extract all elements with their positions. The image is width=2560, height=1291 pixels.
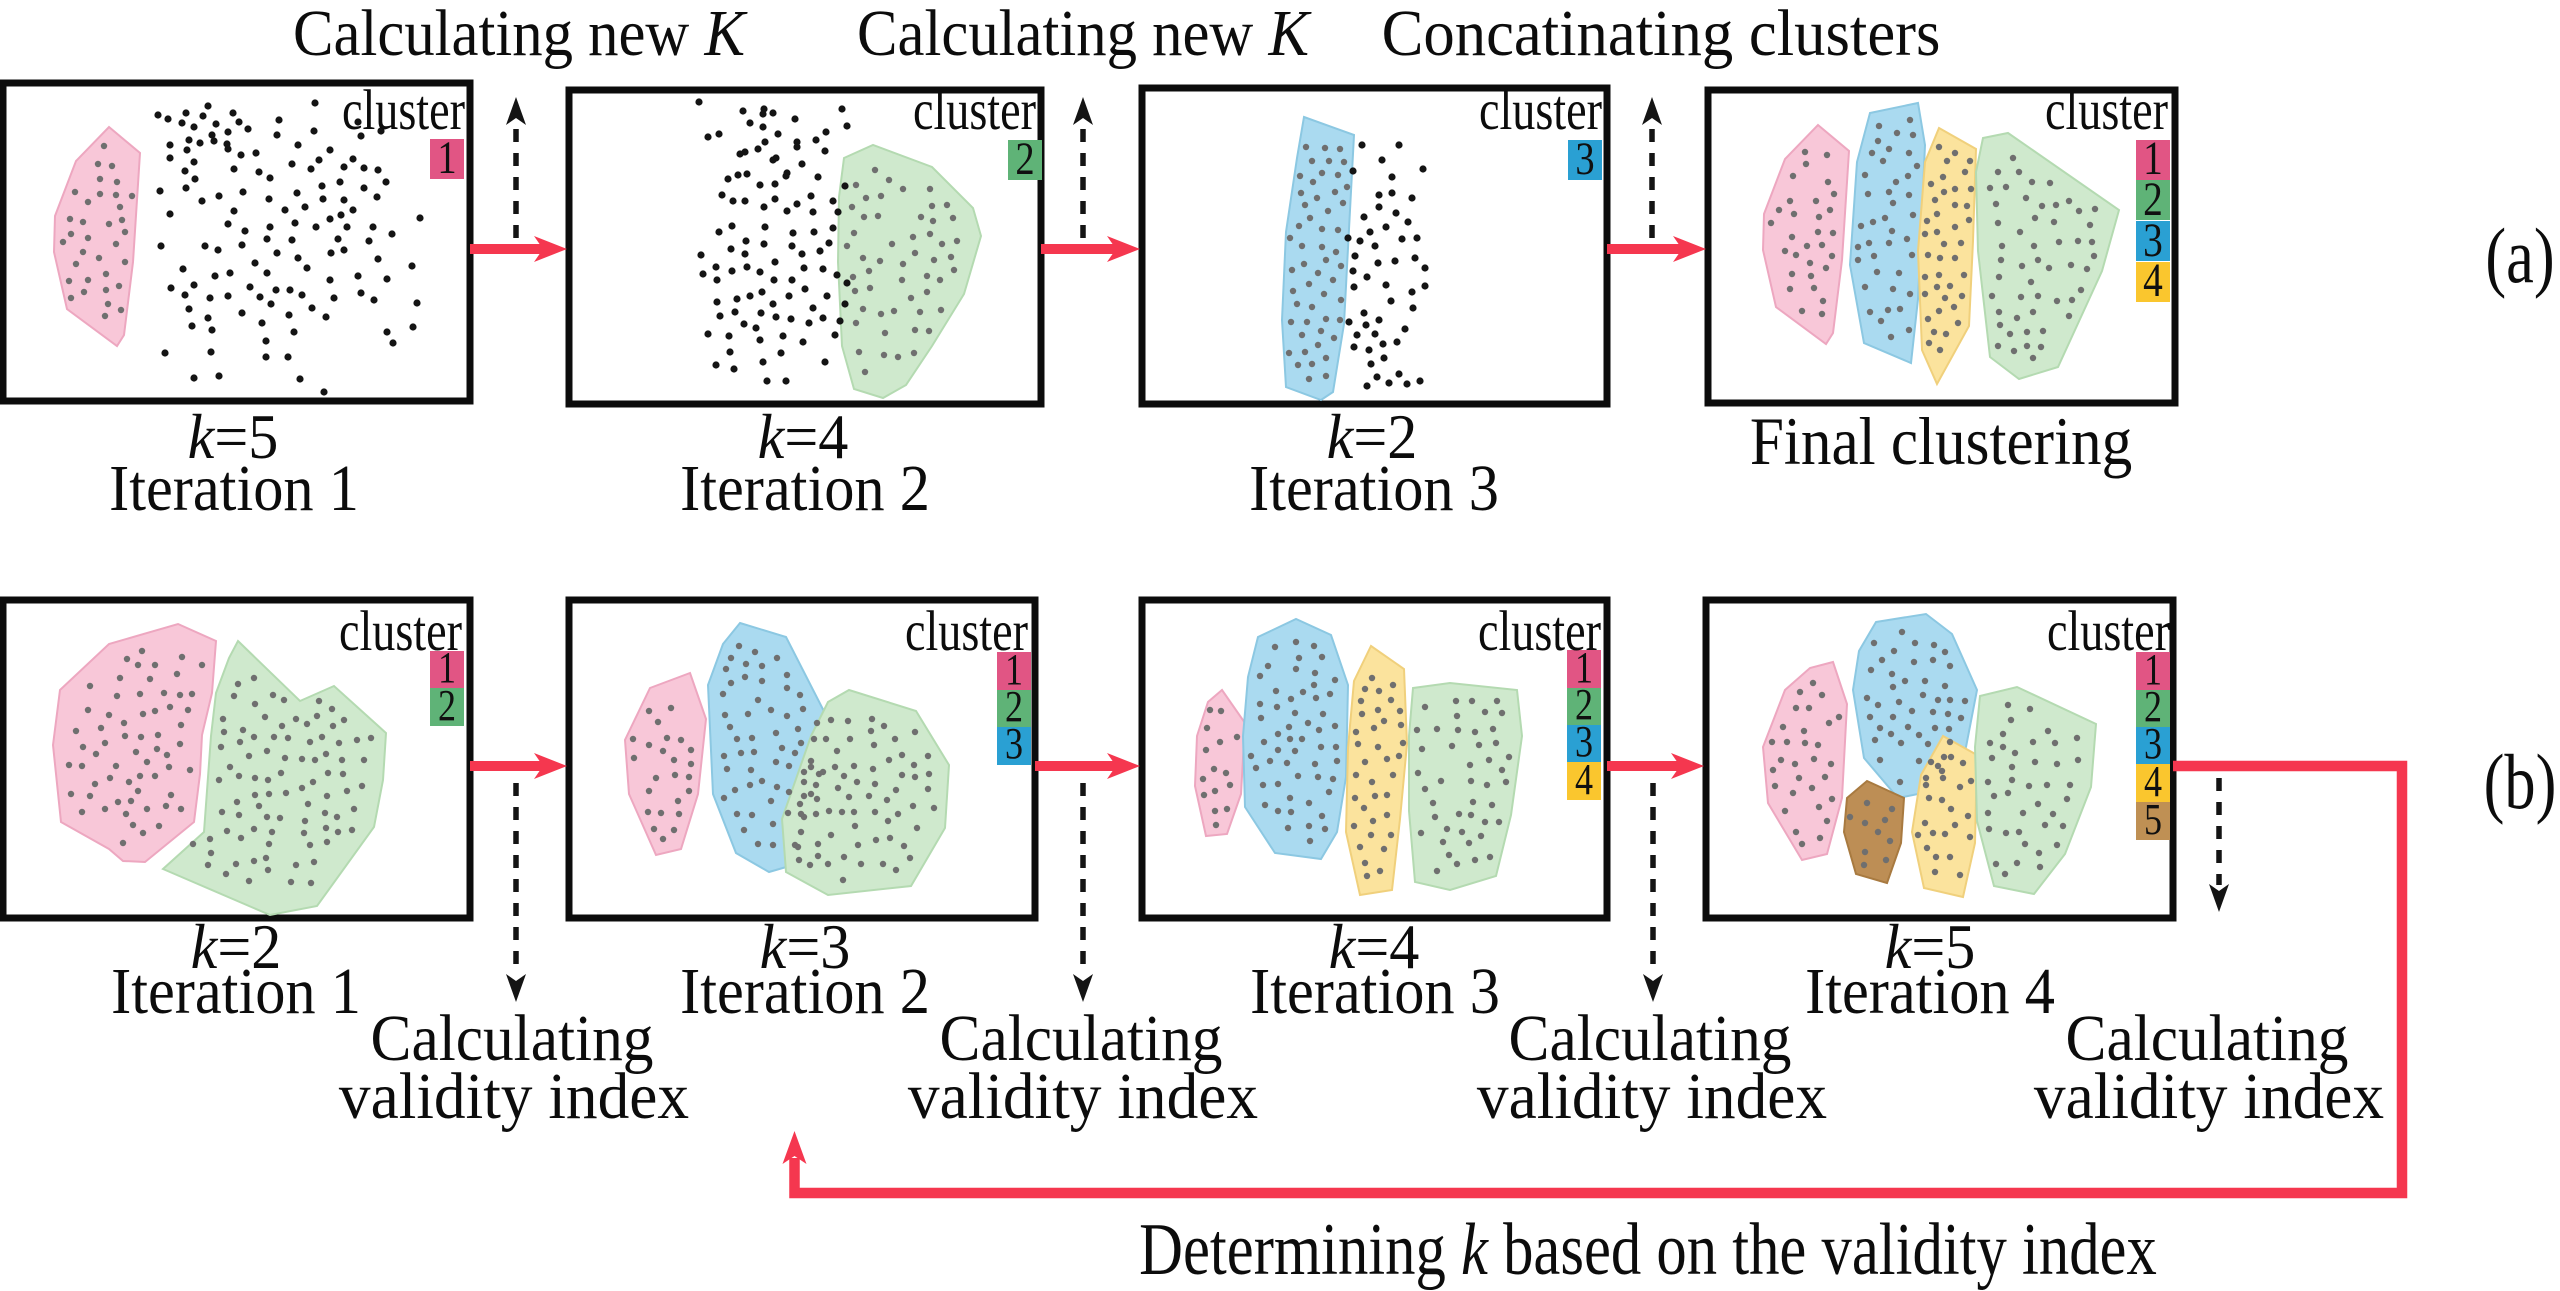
svg-text:validity index: validity index: [1477, 1059, 1827, 1132]
svg-text:(a): (a): [2485, 214, 2554, 300]
svg-text:cluster: cluster: [1479, 80, 1602, 143]
svg-text:k=5: k=5: [1885, 912, 1976, 982]
svg-text:2: 2: [1015, 134, 1034, 185]
svg-text:1: 1: [1575, 643, 1593, 692]
svg-text:Calculating new K: Calculating new K: [293, 0, 748, 70]
svg-text:Iteration 2: Iteration 2: [680, 955, 930, 1028]
svg-text:cluster: cluster: [2047, 601, 2170, 664]
svg-text:cluster: cluster: [2045, 80, 2168, 143]
svg-text:1: 1: [2143, 132, 2163, 184]
svg-text:k=2: k=2: [1327, 402, 1418, 472]
svg-text:3: 3: [2143, 214, 2163, 266]
svg-text:Calculating: Calculating: [940, 1001, 1223, 1075]
svg-text:k=4: k=4: [1329, 912, 1420, 982]
svg-text:k=4: k=4: [758, 402, 849, 472]
svg-text:Iteration 1: Iteration 1: [111, 955, 361, 1028]
svg-text:validity index: validity index: [908, 1059, 1258, 1132]
svg-text:Calculating: Calculating: [2066, 1001, 2349, 1075]
svg-text:3: 3: [1575, 717, 1593, 766]
svg-text:4: 4: [2143, 254, 2163, 306]
svg-text:cluster: cluster: [905, 601, 1028, 664]
svg-text:(b): (b): [2484, 740, 2557, 826]
svg-text:Iteration 3: Iteration 3: [1249, 452, 1499, 525]
svg-text:Calculating: Calculating: [371, 1001, 654, 1075]
svg-text:2: 2: [438, 681, 456, 730]
svg-text:2: 2: [1575, 680, 1593, 729]
svg-text:Concatinating clusters: Concatinating clusters: [1382, 0, 1941, 69]
svg-text:k=5: k=5: [188, 402, 279, 472]
svg-text:k=3: k=3: [760, 912, 851, 982]
svg-text:Iteration 1: Iteration 1: [109, 452, 359, 525]
svg-text:cluster: cluster: [339, 601, 462, 664]
svg-text:3: 3: [2144, 719, 2162, 768]
svg-text:3: 3: [1575, 134, 1594, 185]
svg-text:1: 1: [438, 643, 456, 692]
svg-text:5: 5: [2144, 795, 2162, 844]
svg-text:Determining k based on the val: Determining k based on the validity inde…: [1139, 1208, 2157, 1290]
svg-text:cluster: cluster: [342, 80, 465, 143]
svg-text:3: 3: [1005, 719, 1023, 768]
svg-text:1: 1: [1005, 645, 1023, 694]
svg-text:Final clustering: Final clustering: [1750, 403, 2132, 479]
svg-text:2: 2: [1005, 682, 1023, 731]
svg-text:Iteration 3: Iteration 3: [1250, 955, 1500, 1028]
svg-text:Iteration 2: Iteration 2: [680, 452, 930, 525]
svg-text:cluster: cluster: [913, 80, 1036, 143]
svg-text:validity index: validity index: [2034, 1059, 2384, 1132]
svg-text:cluster: cluster: [1478, 601, 1601, 664]
svg-text:Iteration 4: Iteration 4: [1805, 955, 2055, 1028]
svg-text:validity index: validity index: [339, 1059, 689, 1132]
svg-text:1: 1: [2144, 645, 2162, 694]
svg-text:Calculating new K: Calculating new K: [857, 0, 1312, 70]
svg-text:k=2: k=2: [191, 912, 282, 982]
svg-text:2: 2: [2144, 682, 2162, 731]
svg-text:Calculating: Calculating: [1509, 1001, 1792, 1075]
svg-text:1: 1: [437, 133, 456, 184]
svg-text:4: 4: [2144, 757, 2162, 806]
svg-text:4: 4: [1575, 755, 1593, 804]
svg-text:2: 2: [2143, 173, 2163, 225]
